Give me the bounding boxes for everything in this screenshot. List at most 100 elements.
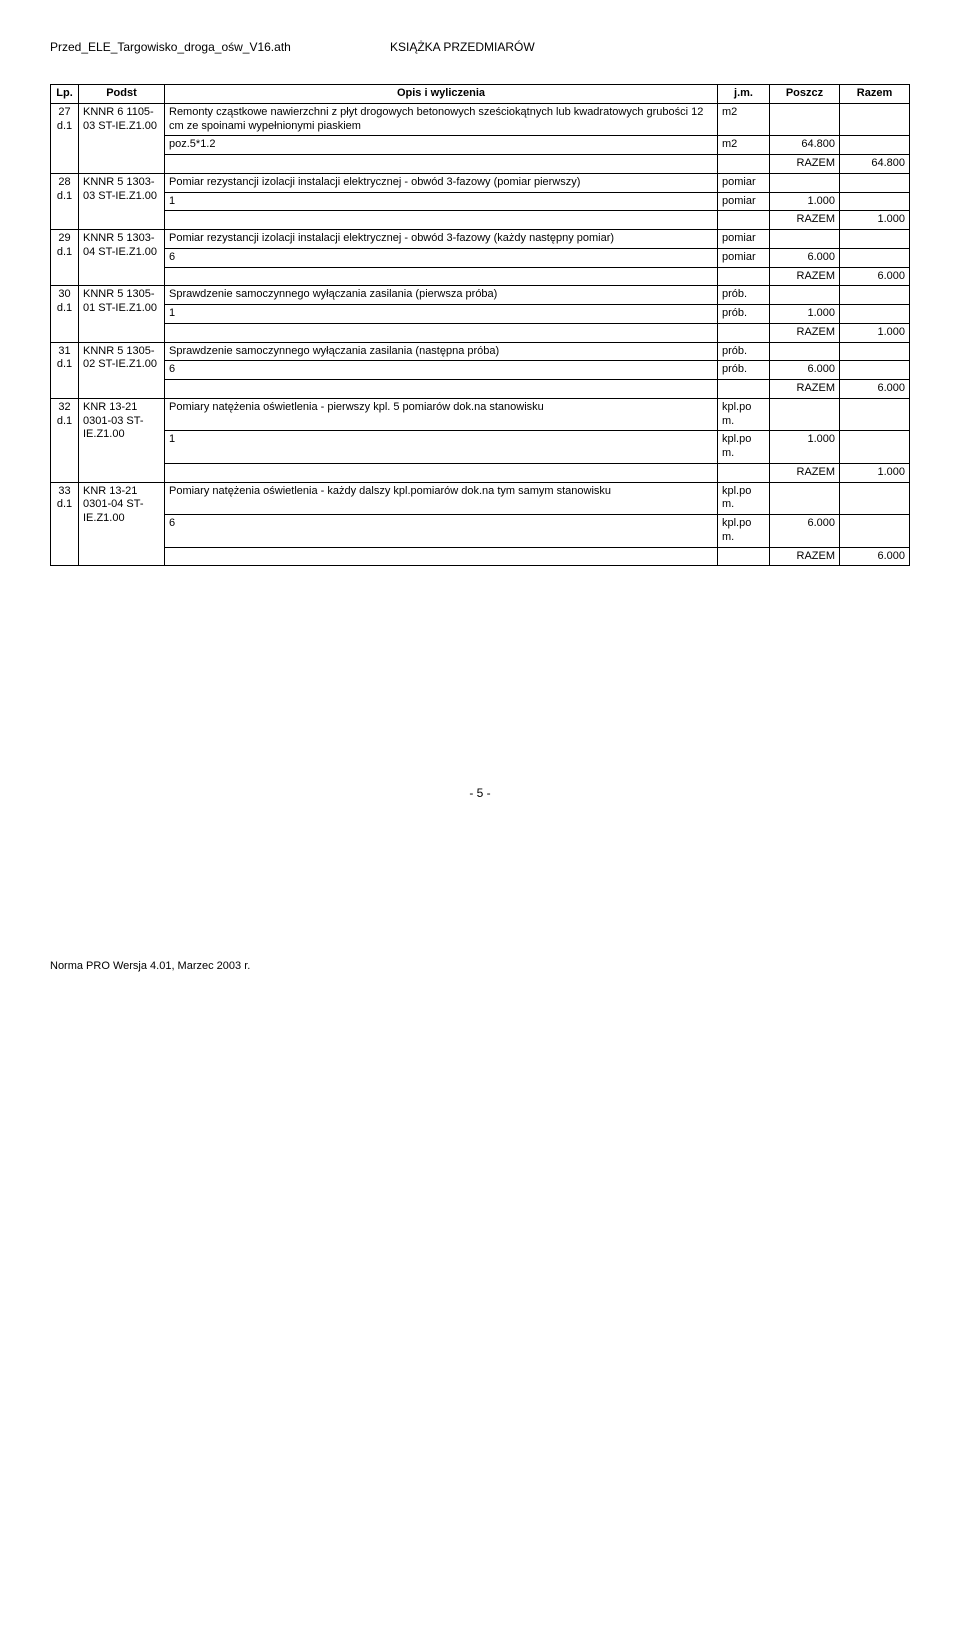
cell-calc: 6 — [165, 248, 718, 267]
cell-podst: KNR 13-21 0301-03 ST-IE.Z1.00 — [79, 398, 165, 482]
table-row: RAZEM6.000 — [51, 547, 910, 566]
table-row: RAZEM6.000 — [51, 380, 910, 399]
cell-calc-val: 6.000 — [770, 361, 840, 380]
table-row: 27 d.1KNNR 6 1105-03 ST-IE.Z1.00Remonty … — [51, 103, 910, 136]
cell-empty — [840, 305, 910, 324]
cell-empty — [718, 380, 770, 399]
cell-empty — [165, 323, 718, 342]
cell-razem — [840, 173, 910, 192]
cell-empty — [165, 463, 718, 482]
cell-empty — [840, 248, 910, 267]
cell-empty — [718, 211, 770, 230]
cell-calc: 6 — [165, 361, 718, 380]
cell-lp: 27 d.1 — [51, 103, 79, 173]
cell-jm: prób. — [718, 286, 770, 305]
cell-poszcz — [770, 398, 840, 431]
table-row: poz.5*1.2m264.800 — [51, 136, 910, 155]
cell-podst: KNNR 5 1303-04 ST-IE.Z1.00 — [79, 230, 165, 286]
doc-title: KSIĄŻKA PRZEDMIARÓW — [390, 40, 535, 54]
table-row: 28 d.1KNNR 5 1303-03 ST-IE.Z1.00Pomiar r… — [51, 173, 910, 192]
cell-opis: Pomiary natężenia oświetlenia - każdy da… — [165, 482, 718, 515]
cell-empty — [840, 361, 910, 380]
cell-empty — [718, 463, 770, 482]
table-row: 6kpl.po m.6.000 — [51, 515, 910, 548]
cell-poszcz — [770, 342, 840, 361]
cell-empty — [165, 211, 718, 230]
table-header-row: Lp. Podst Opis i wyliczenia j.m. Poszcz … — [51, 85, 910, 104]
cell-razem — [840, 398, 910, 431]
cell-calc: poz.5*1.2 — [165, 136, 718, 155]
table-row: RAZEM6.000 — [51, 267, 910, 286]
table-row: RAZEM64.800 — [51, 155, 910, 174]
cell-calc-val: 6.000 — [770, 515, 840, 548]
cell-razem-label: RAZEM — [770, 380, 840, 399]
cell-calc-jm: pomiar — [718, 192, 770, 211]
doc-filename: Przed_ELE_Targowisko_droga_ośw_V16.ath — [50, 40, 390, 54]
cell-lp: 29 d.1 — [51, 230, 79, 286]
cell-empty — [718, 267, 770, 286]
cell-calc-val: 64.800 — [770, 136, 840, 155]
col-podst: Podst — [79, 85, 165, 104]
cell-opis: Sprawdzenie samoczynnego wyłączania zasi… — [165, 286, 718, 305]
cell-calc-jm: kpl.po m. — [718, 515, 770, 548]
cell-poszcz — [770, 482, 840, 515]
table-row: 6pomiar6.000 — [51, 248, 910, 267]
cell-calc-jm: m2 — [718, 136, 770, 155]
cell-opis: Pomiar rezystancji izolacji instalacji e… — [165, 173, 718, 192]
cell-poszcz — [770, 173, 840, 192]
cell-empty — [840, 431, 910, 464]
cell-jm: prób. — [718, 342, 770, 361]
cell-empty — [840, 136, 910, 155]
cell-razem — [840, 286, 910, 305]
cell-podst: KNNR 5 1305-02 ST-IE.Z1.00 — [79, 342, 165, 398]
col-razem: Razem — [840, 85, 910, 104]
cell-calc-val: 1.000 — [770, 192, 840, 211]
cell-jm: kpl.po m. — [718, 482, 770, 515]
cell-razem-label: RAZEM — [770, 323, 840, 342]
cell-poszcz — [770, 286, 840, 305]
cell-podst: KNNR 5 1303-03 ST-IE.Z1.00 — [79, 173, 165, 229]
table-row: RAZEM1.000 — [51, 211, 910, 230]
cell-jm: pomiar — [718, 230, 770, 249]
cell-podst: KNNR 5 1305-01 ST-IE.Z1.00 — [79, 286, 165, 342]
przedmiar-table: Lp. Podst Opis i wyliczenia j.m. Poszcz … — [50, 84, 910, 566]
cell-jm: kpl.po m. — [718, 398, 770, 431]
cell-razem-value: 64.800 — [840, 155, 910, 174]
cell-poszcz — [770, 103, 840, 136]
cell-calc-jm: pomiar — [718, 248, 770, 267]
cell-calc: 1 — [165, 431, 718, 464]
cell-razem-value: 1.000 — [840, 463, 910, 482]
cell-razem-label: RAZEM — [770, 463, 840, 482]
cell-lp: 32 d.1 — [51, 398, 79, 482]
cell-calc-jm: prób. — [718, 361, 770, 380]
cell-lp: 31 d.1 — [51, 342, 79, 398]
table-row: 29 d.1KNNR 5 1303-04 ST-IE.Z1.00Pomiar r… — [51, 230, 910, 249]
cell-razem-value: 6.000 — [840, 267, 910, 286]
cell-razem-label: RAZEM — [770, 155, 840, 174]
cell-empty — [718, 547, 770, 566]
cell-empty — [165, 155, 718, 174]
table-row: 1pomiar1.000 — [51, 192, 910, 211]
cell-calc-val: 6.000 — [770, 248, 840, 267]
cell-lp: 28 d.1 — [51, 173, 79, 229]
cell-calc-val: 1.000 — [770, 431, 840, 464]
cell-calc-jm: prób. — [718, 305, 770, 324]
page-number: - 5 - — [50, 786, 910, 800]
cell-empty — [718, 155, 770, 174]
cell-podst: KNR 13-21 0301-04 ST-IE.Z1.00 — [79, 482, 165, 566]
cell-calc: 6 — [165, 515, 718, 548]
table-row: 6prób.6.000 — [51, 361, 910, 380]
cell-razem — [840, 103, 910, 136]
cell-lp: 33 d.1 — [51, 482, 79, 566]
cell-empty — [165, 547, 718, 566]
cell-razem — [840, 342, 910, 361]
cell-empty — [165, 380, 718, 399]
table-row: RAZEM1.000 — [51, 463, 910, 482]
cell-opis: Sprawdzenie samoczynnego wyłączania zasi… — [165, 342, 718, 361]
cell-razem-label: RAZEM — [770, 547, 840, 566]
col-poszcz: Poszcz — [770, 85, 840, 104]
col-opis: Opis i wyliczenia — [165, 85, 718, 104]
cell-opis: Remonty cząstkowe nawierzchni z płyt dro… — [165, 103, 718, 136]
cell-empty — [840, 192, 910, 211]
cell-calc-val: 1.000 — [770, 305, 840, 324]
